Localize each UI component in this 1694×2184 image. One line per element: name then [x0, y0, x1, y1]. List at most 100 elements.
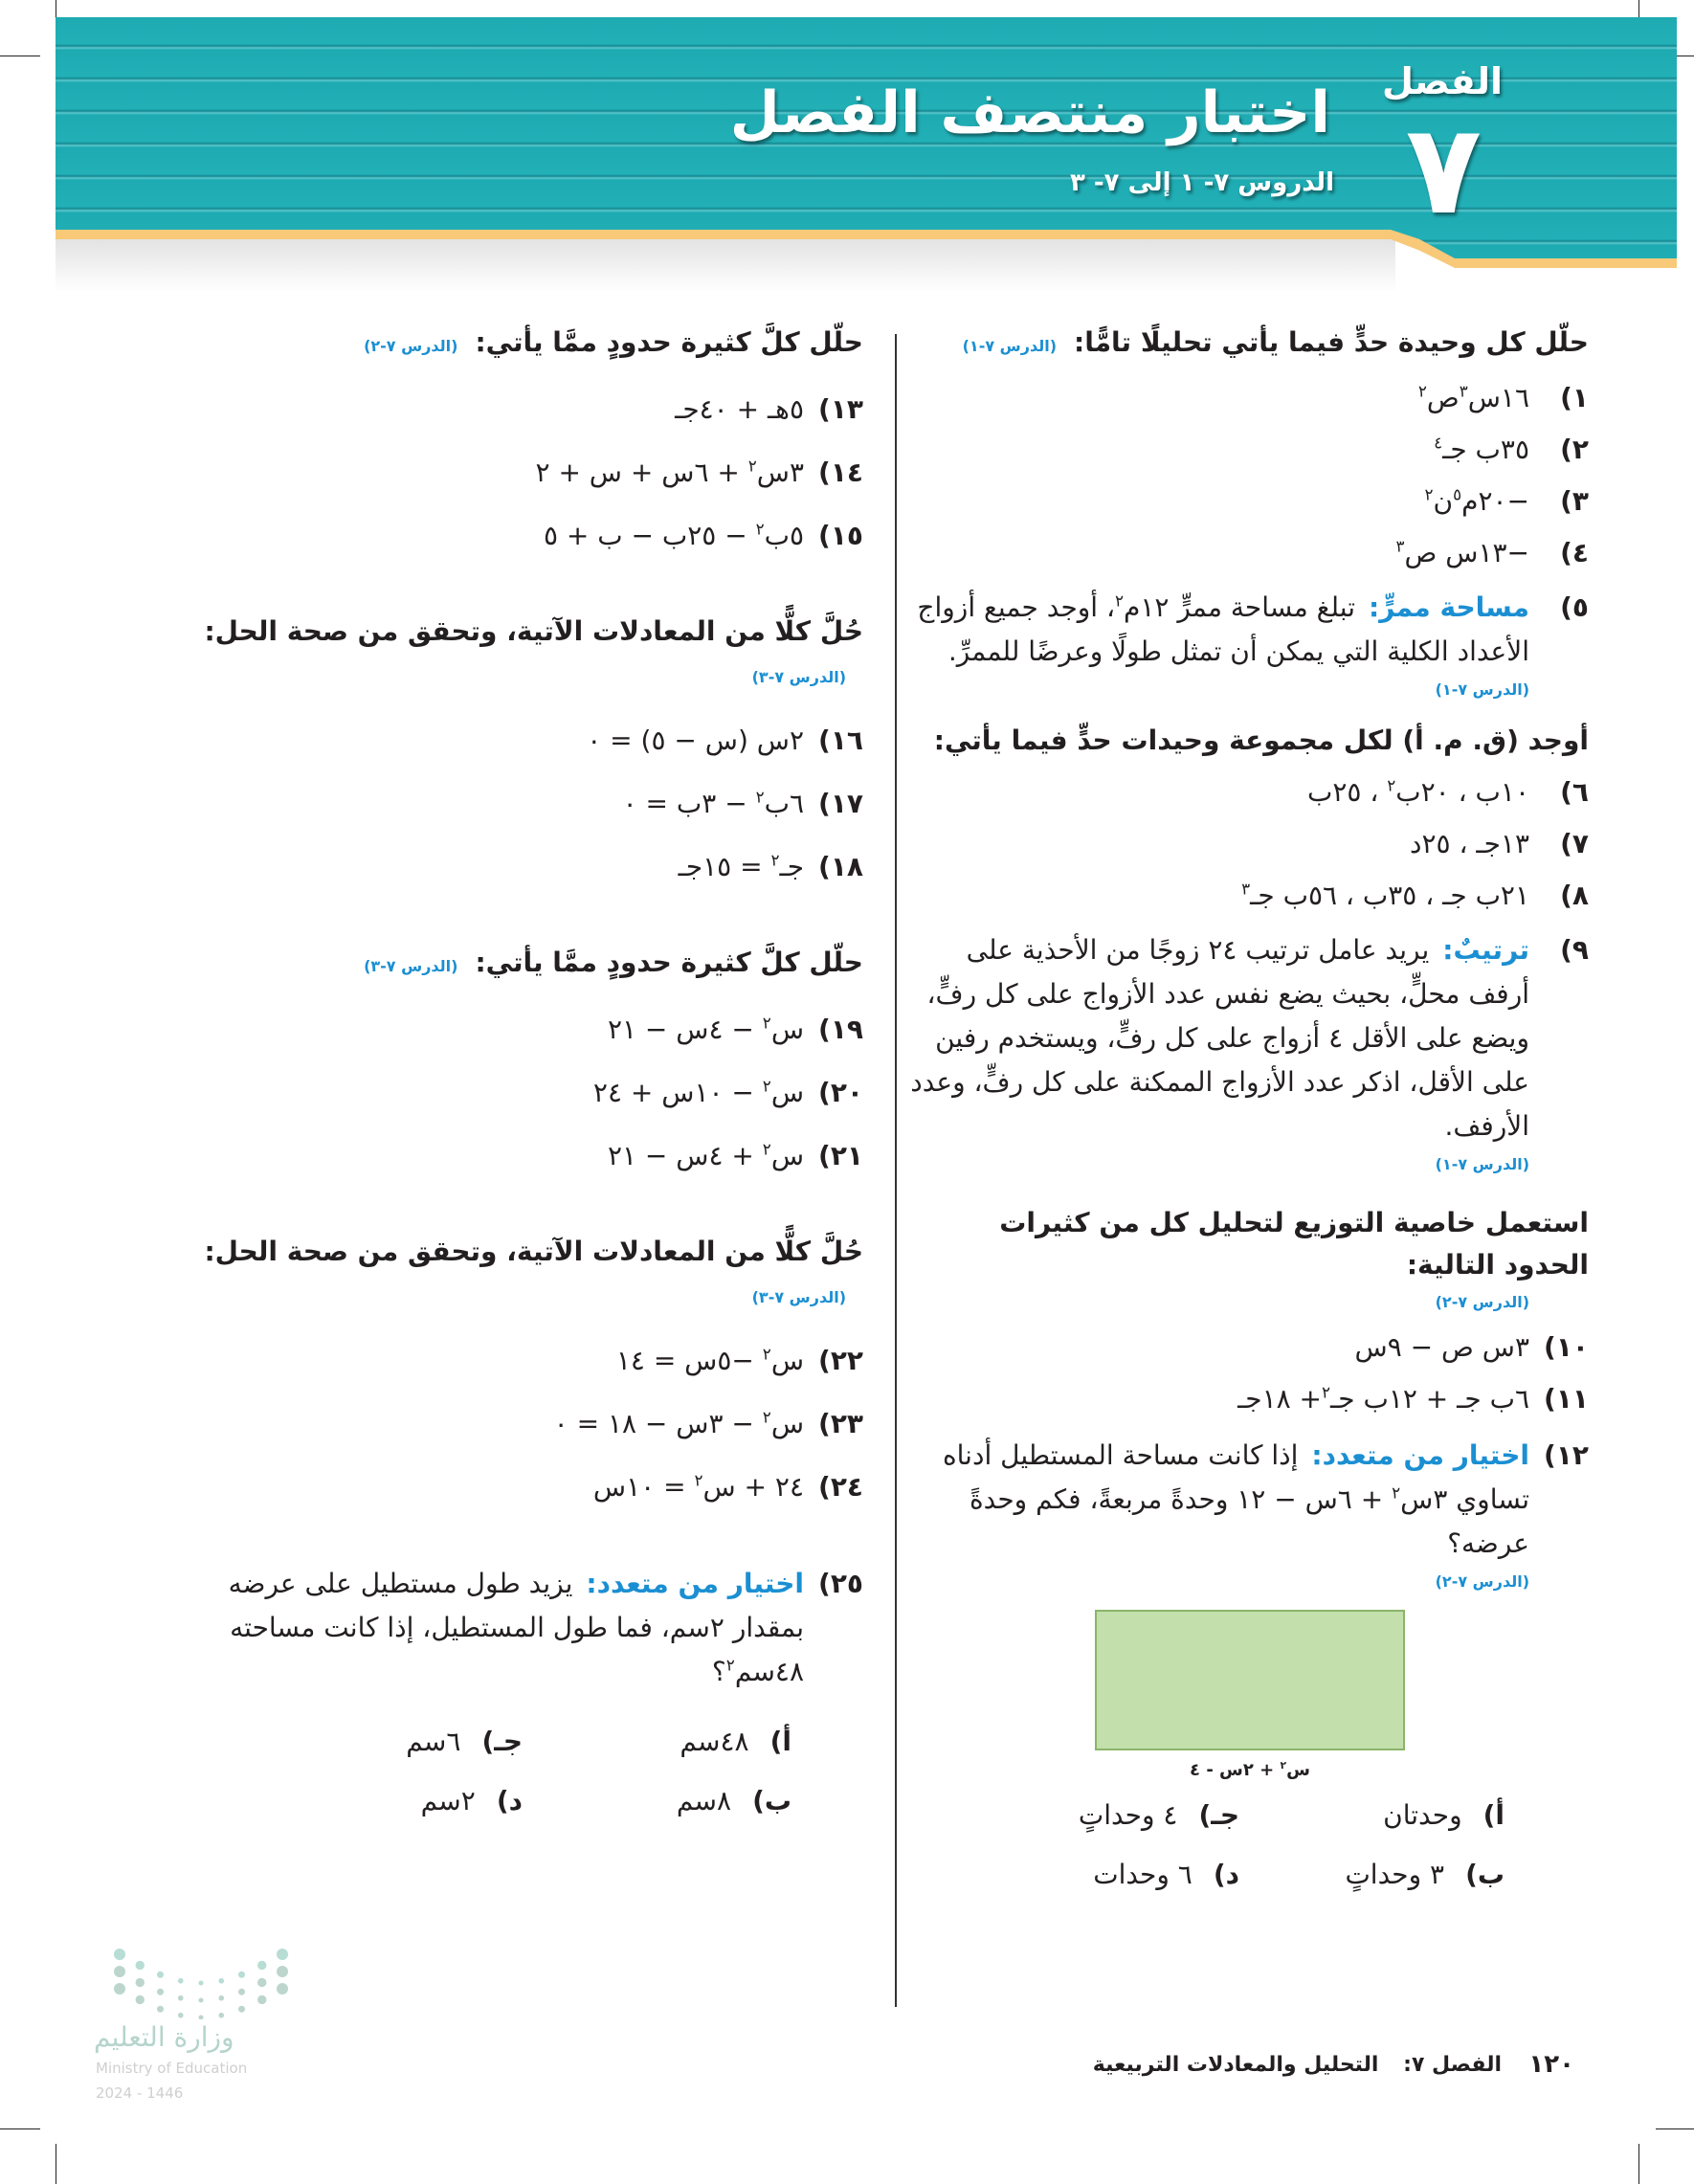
- exercise-expression: اختيار من متعدد:إذا كانت مساحة المستطيل …: [909, 1434, 1529, 1566]
- exercise-expression: اختيار من متعدد:يزيد طول مستطيل على عرضه…: [193, 1562, 804, 1694]
- expr-text: إذا كانت مساحة المستطيل أدناه تساوي ٣س: [942, 1439, 1529, 1515]
- lesson-ref: (الدرس ٧-١): [1435, 1155, 1529, 1173]
- option-text: ٨سم: [676, 1785, 732, 1816]
- exercise-label: ترتيبٌ:: [1442, 934, 1529, 966]
- expr-text: ٢٤ + س: [702, 1471, 804, 1503]
- exercise-number: ١١): [1544, 1383, 1589, 1415]
- exercise-number: ٢٢): [818, 1345, 863, 1376]
- exercise-number: ٦): [1560, 776, 1589, 808]
- exercise-expression: ٢١ب جـ ، ٣٥ب ، ٥٦ب جـ٣: [909, 875, 1529, 917]
- exercise-expression: س٢ + ٤س − ٢١: [193, 1135, 804, 1177]
- superscript: ٢: [762, 1344, 771, 1364]
- rectangle-figure: [1095, 1610, 1405, 1750]
- option-4[interactable]: د) ٢سم: [254, 1780, 523, 1822]
- exercise-item: ٢) ٣٥ب جـ٤: [909, 429, 1589, 471]
- heading-text: حُلَّ كلًّا من المعادلات الآتية، وتحقق م…: [204, 1236, 863, 1267]
- exercise-item: ٨) ٢١ب جـ ، ٣٥ب ، ٥٦ب جـ٣: [909, 875, 1589, 917]
- logo-dot: [238, 2005, 245, 2013]
- exercise-number: ١٥): [818, 520, 863, 551]
- option-2[interactable]: ب) ٨سم: [523, 1780, 791, 1822]
- expr-text: س: [1286, 1760, 1310, 1780]
- logo-dot: [135, 1960, 145, 1971]
- exercise-expression: ٣س ص − ٩س: [909, 1326, 1529, 1369]
- lesson-ref: (الدرس ٧-٣): [751, 1288, 846, 1306]
- ministry-logo-icon: [114, 1949, 288, 2019]
- exercise-number: ٩): [1560, 934, 1589, 966]
- expr-text: ١٣جـ ، ٢٥د: [1410, 828, 1529, 859]
- expr-text: − ٣ب = ٠: [622, 788, 756, 819]
- expr-text: + ٦س − ١٢ وحدةً مربعةً، فكم وحدةً عرضه؟: [969, 1483, 1529, 1559]
- heading-text: حُلَّ كلًّا من المعادلات الآتية، وتحقق م…: [204, 615, 863, 647]
- lesson-ref: (الدرس ٧-٢): [364, 337, 458, 355]
- left-options: أ) ٤٨سم جـ) ٦سم ب) ٨سم د) ٢سم: [193, 1721, 863, 1822]
- exercise-item: ١٦) ٢س (س − ٥) = ٠: [193, 720, 863, 762]
- option-text: ٤٨سم: [680, 1726, 749, 1757]
- option-key: ب): [752, 1785, 791, 1816]
- expr-text: ٢س (س − ٥) = ٠: [587, 724, 804, 756]
- exercise-number: ٢٣): [818, 1408, 863, 1439]
- logo-dot: [277, 1983, 288, 1995]
- exercise-item: ٧) ١٣جـ ، ٢٥د: [909, 823, 1589, 865]
- exercise-expression: س٢ −٥س = ١٤: [193, 1340, 804, 1382]
- exercise-item: ١٢) اختيار من متعدد:إذا كانت مساحة المستط…: [909, 1434, 1589, 1566]
- lesson-ref: (الدرس ٧-٣): [364, 957, 458, 975]
- option-2[interactable]: ب) ٣ وحداتٍ: [1239, 1854, 1505, 1896]
- exercise-item: ٢٣) س٢ − ٣س − ١٨ = ٠: [193, 1403, 863, 1445]
- exercise-item: ٢٢) س٢ −٥س = ١٤: [193, 1340, 863, 1382]
- section-heading: حلّل كل وحيدة حدٍّ فيما يأتي تحليلًا تام…: [909, 322, 1589, 368]
- exercise-expression: −٢٠م٥ن٢: [909, 480, 1529, 523]
- logo-dot: [238, 1988, 245, 1995]
- heading-text: حلّل كل وحيدة حدٍّ فيما يأتي تحليلًا تام…: [1074, 326, 1589, 358]
- exercise-expression: ٦ب جـ + ١٢ب جـ٢+ ١٨جـ: [909, 1378, 1529, 1420]
- expr-text: ٣س ص − ٩س: [1354, 1331, 1529, 1363]
- option-1[interactable]: أ) وحدتان: [1239, 1794, 1505, 1837]
- header-shadow: [56, 234, 1395, 292]
- expr-text: −١٣س ص: [1404, 537, 1529, 568]
- logo-dot: [177, 1995, 184, 2001]
- option-3[interactable]: جـ) ٤ وحداتٍ: [974, 1794, 1239, 1837]
- exercise-number: ١٢): [1544, 1439, 1589, 1471]
- option-4[interactable]: د) ٦ وحدات: [974, 1854, 1239, 1896]
- exercise-number: ١٦): [818, 724, 863, 756]
- logo-dot: [198, 1980, 204, 1986]
- expr-text: ٣٥ب جـ: [1442, 434, 1529, 465]
- exercise-expression: −١٣س ص٣: [909, 532, 1530, 574]
- header-band: [56, 17, 1677, 258]
- exercise-item: ٤) −١٣س ص٣: [909, 532, 1590, 574]
- exercise-item: ١٤) ٣س٢ + ٦س + س + ٢: [193, 452, 864, 494]
- exercise-item: ٩) ترتيبٌ:يريد عامل ترتيب ٢٤ زوجًا من الأ…: [909, 928, 1589, 1148]
- chapter-word: الفصل: [1381, 60, 1503, 102]
- heading-text: استعمل خاصية التوزيع لتحليل كل من كثيرات…: [999, 1207, 1589, 1281]
- exercise-item: ٥) مساحة ممرٍّ: تبلغ مساحة ممرٍّ ١٢م٢، أوج…: [909, 586, 1589, 674]
- logo-dot: [277, 1949, 288, 1960]
- superscript: ٢: [1387, 775, 1396, 795]
- option-1[interactable]: أ) ٤٨سم: [523, 1721, 791, 1763]
- logo-dot: [114, 1966, 125, 1977]
- superscript: ٢: [762, 1076, 771, 1096]
- logo-dot: [218, 1995, 225, 2001]
- exercise-expression: ١٦س٣ص٢: [909, 377, 1529, 419]
- exercise-expression: س٢ − ٤س − ٢١: [193, 1009, 804, 1051]
- crop-mark: [0, 2128, 40, 2129]
- superscript: ٢: [747, 456, 757, 476]
- section-heading: استعمل خاصية التوزيع لتحليل كل من كثيرات…: [909, 1202, 1589, 1286]
- lesson-ref: (الدرس ٧-١): [1435, 680, 1529, 699]
- exercise-number: ٧): [1560, 828, 1589, 859]
- expr-text: ٦ب جـ + ١٢ب جـ: [1330, 1383, 1529, 1415]
- chapter-number: ٧: [1405, 97, 1482, 242]
- option-key: أ): [769, 1726, 791, 1757]
- logo-dot: [157, 2005, 164, 2013]
- logo-dot: [157, 1971, 164, 1978]
- expr-text: ن: [1433, 485, 1454, 517]
- expr-text: − ٤س − ٢١: [607, 1014, 763, 1045]
- logo-name-ar: وزارة التعليم: [94, 2021, 234, 2053]
- logo-name-en: Ministry of Education: [96, 2060, 248, 2077]
- expr-text: ، ٢٥ب: [1306, 776, 1388, 808]
- option-key: ب): [1465, 1859, 1505, 1890]
- option-3[interactable]: جـ) ٦سم: [254, 1721, 523, 1763]
- exercise-label: اختيار من متعدد:: [586, 1568, 804, 1599]
- exercise-expression: ٦ب٢ − ٣ب = ٠: [193, 783, 804, 825]
- option-key: د): [496, 1785, 523, 1816]
- exercise-number: ٢١): [818, 1140, 863, 1171]
- exercise-number: ١٧): [818, 788, 863, 819]
